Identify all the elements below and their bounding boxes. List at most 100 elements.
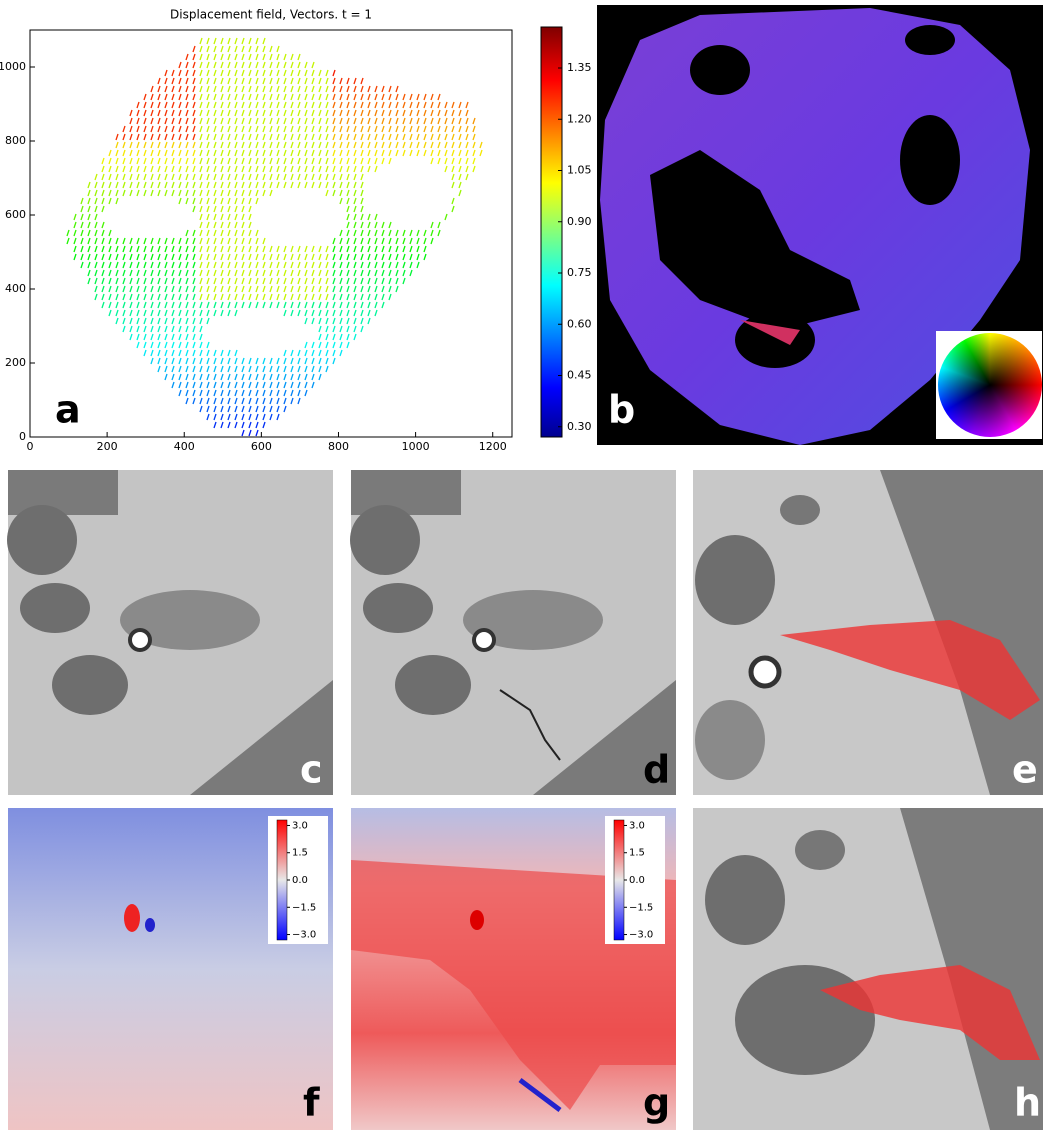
- vector-arrow: [367, 125, 371, 133]
- vector-arrow: [318, 149, 322, 157]
- vector-arrow: [206, 69, 210, 77]
- vector-arrow: [241, 69, 245, 77]
- vector-arrow: [220, 149, 224, 157]
- vector-arrow: [374, 213, 378, 221]
- vector-arrow: [367, 269, 371, 277]
- vector-arrow: [185, 397, 189, 405]
- vector-arrow: [136, 325, 140, 333]
- vector-arrow: [311, 261, 315, 269]
- vector-arrow: [346, 277, 350, 285]
- vector-arrow: [353, 109, 357, 117]
- vector-arrow: [171, 261, 175, 269]
- vector-arrow: [311, 133, 315, 141]
- vector-arrow: [234, 69, 238, 77]
- vector-arrow: [87, 237, 91, 245]
- vector-arrow: [388, 245, 392, 253]
- vector-arrow: [164, 357, 168, 365]
- vector-arrow: [409, 125, 413, 133]
- y-tick-label: 200: [5, 356, 26, 369]
- vector-arrow: [220, 181, 224, 189]
- vector-arrow: [108, 149, 112, 157]
- vector-arrow: [241, 261, 245, 269]
- vector-arrow: [262, 53, 266, 61]
- vector-arrow: [157, 277, 161, 285]
- vector-arrow: [276, 165, 280, 173]
- colorbar-tick-label: 1.5: [292, 848, 308, 859]
- vector-arrow: [220, 189, 224, 197]
- y-tick-label: 800: [5, 134, 26, 147]
- vector-arrow: [115, 245, 119, 253]
- colorbar: [540, 26, 563, 438]
- vector-arrow: [101, 205, 105, 213]
- vector-arrow: [227, 381, 231, 389]
- vector-arrow: [122, 293, 126, 301]
- vector-arrow: [150, 269, 154, 277]
- vector-arrow: [94, 221, 98, 229]
- vector-arrow: [283, 109, 287, 117]
- vector-arrow: [178, 149, 182, 157]
- vector-arrow: [381, 221, 385, 229]
- vector-arrow: [374, 277, 378, 285]
- vector-arrow: [346, 205, 350, 213]
- vector-arrow: [206, 205, 210, 213]
- vector-arrow: [290, 69, 294, 77]
- vector-arrow: [164, 189, 168, 197]
- vector-arrow: [185, 229, 189, 237]
- vector-arrow: [297, 253, 301, 261]
- vector-arrow: [178, 101, 182, 109]
- vector-arrow: [416, 261, 420, 269]
- vector-arrow: [325, 85, 329, 93]
- vector-arrow: [437, 141, 441, 149]
- vector-arrow: [150, 261, 154, 269]
- vector-arrow: [164, 157, 168, 165]
- vector-arrow: [346, 181, 350, 189]
- vector-arrow: [213, 173, 217, 181]
- vector-arrow: [465, 149, 469, 157]
- vector-arrow: [199, 349, 203, 357]
- vector-arrow: [213, 293, 217, 301]
- vector-arrow: [192, 125, 196, 133]
- vector-arrow: [325, 269, 329, 277]
- vector-arrow: [185, 285, 189, 293]
- vector-arrow: [171, 125, 175, 133]
- vector-arrow: [255, 421, 259, 429]
- vector-arrow: [269, 293, 273, 301]
- vector-arrow: [388, 229, 392, 237]
- vector-arrow: [402, 141, 406, 149]
- vector-arrow: [290, 381, 294, 389]
- vector-arrow: [332, 157, 336, 165]
- vector-arrow: [101, 245, 105, 253]
- vector-arrow: [206, 117, 210, 125]
- vector-arrow: [339, 181, 343, 189]
- vector-arrow: [297, 373, 301, 381]
- vector-arrow: [423, 253, 427, 261]
- vector-arrow: [185, 253, 189, 261]
- colorbar-tick-label: 3.0: [629, 820, 645, 831]
- vector-arrow: [388, 109, 392, 117]
- vector-arrow: [255, 117, 259, 125]
- vector-arrow: [311, 341, 315, 349]
- vector-arrow: [143, 189, 147, 197]
- vector-arrow: [276, 357, 280, 365]
- y-tick-label: 1000: [0, 60, 26, 73]
- vector-arrow: [255, 413, 259, 421]
- vector-arrow: [297, 109, 301, 117]
- vector-arrow: [213, 61, 217, 69]
- vector-arrow: [297, 245, 301, 253]
- vector-arrow: [227, 61, 231, 69]
- vector-arrow: [402, 245, 406, 253]
- vector-arrow: [269, 189, 273, 197]
- vector-arrow: [255, 85, 259, 93]
- vector-arrow: [227, 157, 231, 165]
- vector-arrow: [213, 253, 217, 261]
- vector-arrow: [290, 125, 294, 133]
- vector-arrow: [213, 125, 217, 133]
- vector-arrow: [339, 253, 343, 261]
- vector-arrow: [283, 285, 287, 293]
- vector-arrow: [241, 253, 245, 261]
- vector-arrow: [143, 149, 147, 157]
- vector-arrow: [269, 53, 273, 61]
- vector-arrow: [339, 173, 343, 181]
- vector-arrow: [94, 205, 98, 213]
- vector-arrow: [241, 245, 245, 253]
